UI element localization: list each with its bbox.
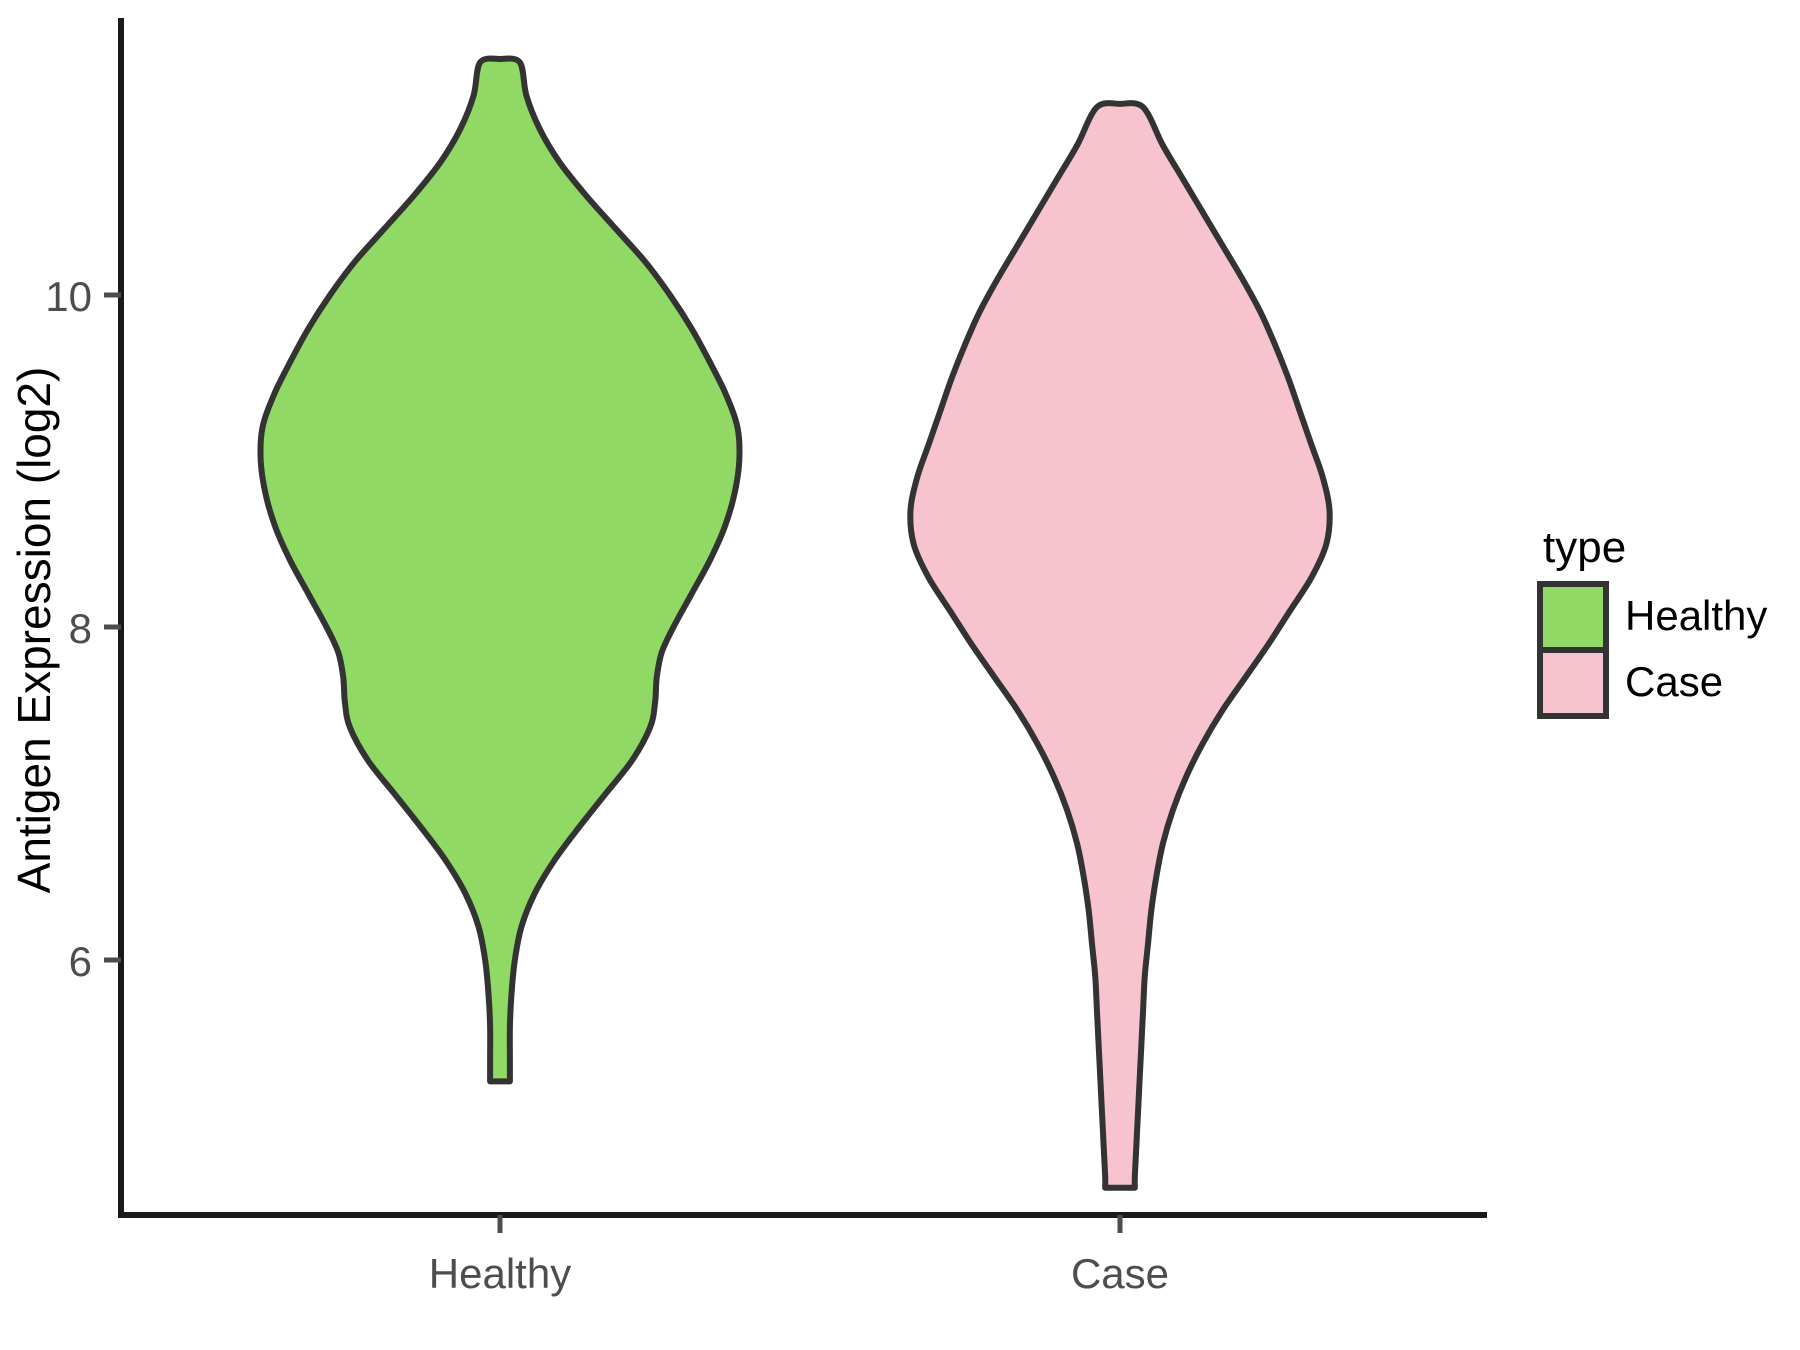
- x-tick-label-healthy: Healthy: [429, 1250, 571, 1297]
- legend-key-case[interactable]: [1537, 647, 1609, 719]
- legend-key-healthy[interactable]: [1537, 581, 1609, 653]
- y-axis-ticks: [104, 292, 121, 963]
- legend-label-case: Case: [1625, 658, 1723, 705]
- violin-case: [907, 100, 1333, 1191]
- legend-label-healthy: Healthy: [1625, 592, 1767, 639]
- violin-healthy: [257, 55, 743, 1085]
- legend-title: type: [1543, 523, 1626, 572]
- y-tick-label-6: 6: [69, 938, 92, 985]
- y-tick-label-10: 10: [45, 273, 92, 320]
- y-tick-label-8: 8: [69, 605, 92, 652]
- x-tick-label-case: Case: [1071, 1250, 1169, 1297]
- violin-group: [257, 55, 1333, 1191]
- legend: type Healthy Case: [1537, 523, 1767, 719]
- y-axis-title: Antigen Expression (log2): [8, 367, 60, 894]
- x-axis-ticks: [497, 1215, 1123, 1233]
